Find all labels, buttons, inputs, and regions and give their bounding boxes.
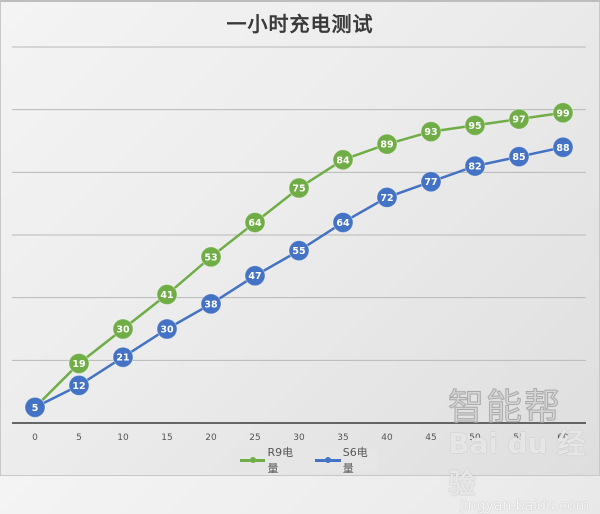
x-tick-label: 20 bbox=[205, 433, 217, 443]
data-label: 47 bbox=[248, 271, 261, 282]
data-label: 77 bbox=[424, 177, 437, 188]
watermark: 智能帮 Bai du 经验 jingyan.baidu.com bbox=[448, 378, 600, 514]
data-label: 84 bbox=[336, 155, 350, 166]
data-point-marker bbox=[288, 177, 310, 199]
data-point-marker bbox=[112, 346, 134, 368]
legend-line-icon bbox=[315, 456, 341, 463]
series-1: 5 12 21 30 38 47 55 64 72 77 82 85 88 bbox=[24, 136, 574, 418]
data-point-marker bbox=[68, 352, 90, 374]
data-label: 30 bbox=[160, 325, 174, 336]
legend-line-icon bbox=[240, 456, 266, 463]
gridlines bbox=[12, 46, 586, 361]
data-label: 72 bbox=[380, 193, 393, 204]
data-point-marker bbox=[68, 374, 90, 396]
data-point-marker bbox=[464, 155, 486, 177]
data-point-marker bbox=[244, 265, 266, 287]
x-tick-label: 35 bbox=[337, 433, 348, 443]
data-label: 30 bbox=[116, 325, 130, 336]
data-label: 12 bbox=[72, 381, 85, 392]
x-tick-label: 10 bbox=[117, 433, 129, 443]
data-label: 82 bbox=[468, 162, 481, 173]
x-tick-label: 15 bbox=[161, 433, 172, 443]
x-tick-label: 40 bbox=[381, 433, 393, 443]
data-label: 21 bbox=[116, 353, 129, 364]
data-label: 38 bbox=[204, 299, 218, 310]
x-tick-label: 5 bbox=[76, 433, 82, 443]
data-label: 88 bbox=[556, 143, 570, 154]
data-point-marker bbox=[508, 108, 530, 130]
chart-title: 一小时充电测试 bbox=[226, 12, 374, 36]
data-point-marker bbox=[112, 318, 134, 340]
data-label: 89 bbox=[380, 140, 393, 151]
data-point-marker bbox=[376, 186, 398, 208]
legend-item-r9: R9电量 bbox=[240, 444, 303, 476]
data-point-marker bbox=[464, 114, 486, 136]
x-axis-tick-labels: 0 5 10 15 20 25 30 35 40 45 50 55 60 bbox=[32, 433, 569, 443]
data-label: 64 bbox=[336, 218, 350, 229]
data-point-marker bbox=[376, 133, 398, 155]
series-lines: 5 19 30 41 53 64 75 84 89 93 95 97 99 5 12 21 30 38 47 55 64… bbox=[24, 102, 574, 418]
data-point-marker bbox=[508, 146, 530, 168]
data-label: 5 bbox=[32, 403, 39, 414]
data-label: 41 bbox=[160, 290, 173, 301]
x-tick-label: 60 bbox=[557, 433, 569, 443]
data-label: 85 bbox=[512, 152, 525, 163]
data-label: 97 bbox=[512, 115, 525, 126]
data-point-marker bbox=[200, 293, 222, 315]
data-point-marker bbox=[420, 121, 442, 143]
watermark-line2: Bai du 经验 bbox=[448, 427, 586, 500]
legend-label: R9电量 bbox=[267, 446, 294, 475]
data-point-marker bbox=[332, 149, 354, 171]
x-tick-label: 55 bbox=[513, 433, 524, 443]
line-chart: 0 5 10 15 20 25 30 35 40 45 50 55 60 5 19 30 41 53 64 75 84… bbox=[12, 46, 586, 443]
x-tick-label: 0 bbox=[32, 433, 38, 443]
data-point-marker bbox=[552, 102, 574, 124]
legend-item-s6: S6电量 bbox=[315, 444, 378, 476]
data-point-marker bbox=[156, 318, 178, 340]
data-label: 99 bbox=[556, 108, 569, 119]
data-label: 53 bbox=[204, 252, 217, 263]
data-point-marker bbox=[420, 171, 442, 193]
data-label: 75 bbox=[292, 184, 305, 195]
data-point-marker bbox=[288, 240, 310, 262]
data-label: 93 bbox=[424, 127, 437, 138]
data-label: 55 bbox=[292, 246, 305, 257]
data-point-marker bbox=[24, 396, 46, 418]
data-label: 95 bbox=[468, 121, 481, 132]
data-point-marker bbox=[156, 284, 178, 306]
data-point-marker bbox=[332, 211, 354, 233]
x-tick-label: 30 bbox=[293, 433, 305, 443]
x-tick-label: 25 bbox=[249, 433, 260, 443]
data-point-marker bbox=[244, 211, 266, 233]
watermark-line1: 智能帮 bbox=[448, 387, 563, 429]
x-tick-label: 50 bbox=[469, 433, 481, 443]
data-label: 19 bbox=[72, 359, 85, 370]
legend: R9电量 S6电量 bbox=[232, 446, 378, 475]
watermark-line3: jingyan.baidu.com bbox=[460, 498, 590, 514]
x-tick-label: 45 bbox=[425, 433, 436, 443]
data-point-marker bbox=[552, 136, 574, 158]
data-label: 64 bbox=[248, 218, 262, 229]
legend-label: S6电量 bbox=[342, 446, 368, 475]
data-point-marker bbox=[200, 246, 222, 268]
